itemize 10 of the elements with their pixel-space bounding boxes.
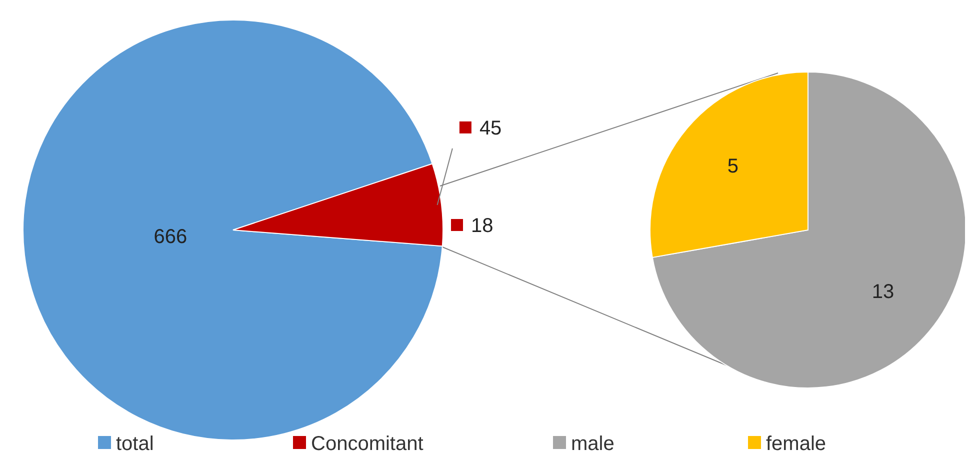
data-label: 5 — [727, 155, 739, 178]
data-label: 13 — [872, 281, 894, 304]
legend-label: total — [116, 433, 154, 455]
legend-label: female — [766, 433, 826, 455]
pie-slice — [652, 72, 965, 388]
data-label: 45 — [479, 117, 502, 140]
data-label: 666 — [154, 226, 188, 248]
legend-label: male — [571, 433, 614, 455]
text: 18 — [471, 215, 494, 237]
legend-label: Concomitant — [311, 433, 424, 455]
